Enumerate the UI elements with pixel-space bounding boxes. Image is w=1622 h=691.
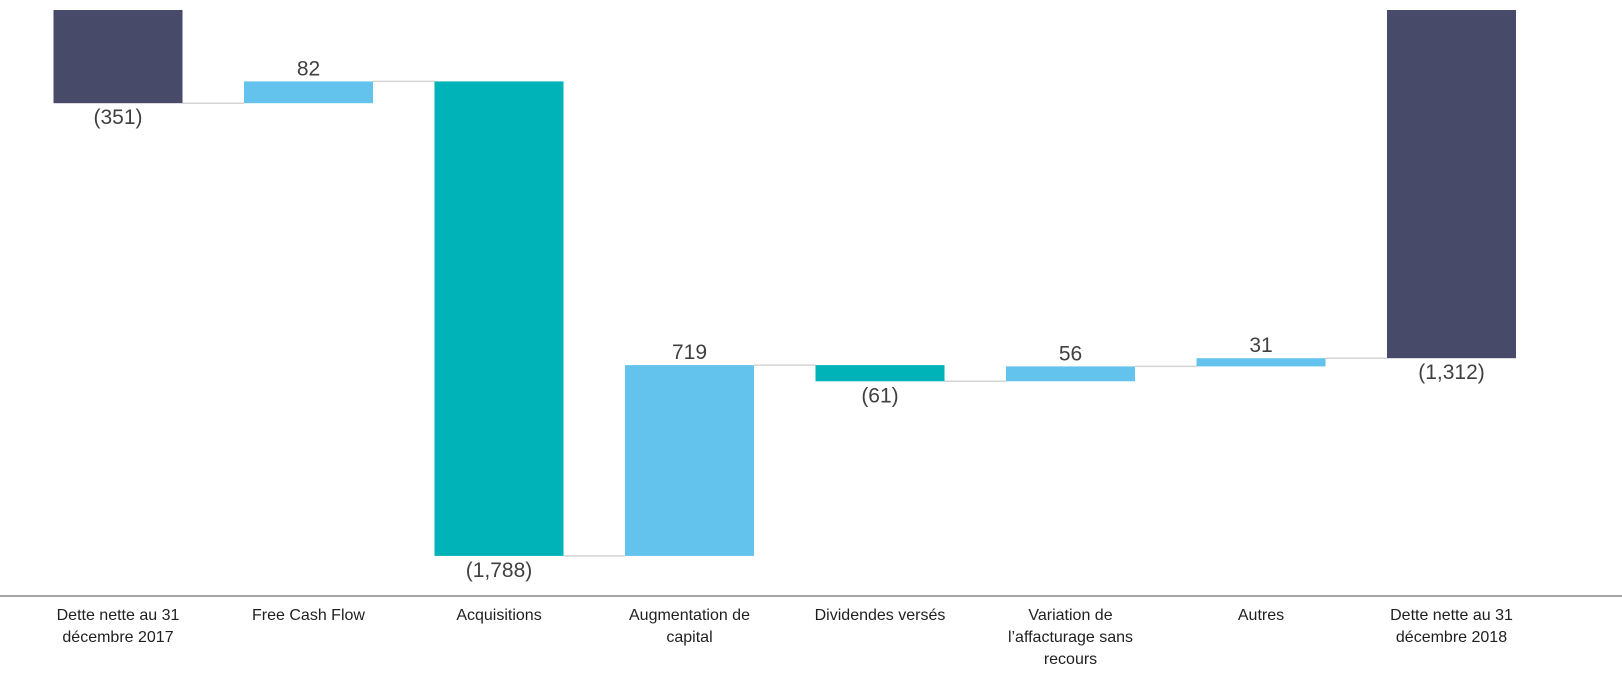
bar-2 (244, 81, 373, 104)
value-label-1: (351) (93, 106, 142, 129)
value-label-2: 82 (297, 57, 320, 80)
category-label-4: Augmentation de capital (629, 607, 750, 646)
value-label-4: 719 (672, 341, 707, 364)
category-label-1: Dette nette au 31 décembre 2017 (56, 607, 180, 646)
value-label-7: 31 (1249, 334, 1272, 357)
value-label-group: (351) 82 (1,788) 719 (61) 56 31 (1,312) (93, 57, 1484, 582)
connector-lines (182, 80, 1387, 557)
bar-1 (53, 10, 183, 104)
bar-5 (815, 365, 945, 382)
category-label-3: Acquisitions (456, 607, 542, 624)
category-label-5: Dividendes versés (814, 607, 946, 624)
bar-group (53, 10, 1516, 556)
value-label-8: (1,312) (1418, 361, 1485, 384)
value-label-3: (1,788) (466, 559, 533, 582)
bar-4 (625, 365, 754, 556)
bar-7 (1196, 358, 1326, 367)
bar-8 (1387, 10, 1516, 359)
category-label-6: Variation de l’affacturage sans recours (1007, 607, 1134, 668)
bar-3 (434, 81, 564, 556)
bar-6 (1006, 366, 1135, 382)
value-label-5: (61) (861, 384, 898, 407)
category-label-7: Autres (1237, 607, 1285, 624)
value-label-6: 56 (1059, 342, 1082, 365)
category-label-2: Free Cash Flow (252, 607, 365, 624)
category-label-8: Dette nette au 31 décembre 2018 (1390, 607, 1513, 646)
